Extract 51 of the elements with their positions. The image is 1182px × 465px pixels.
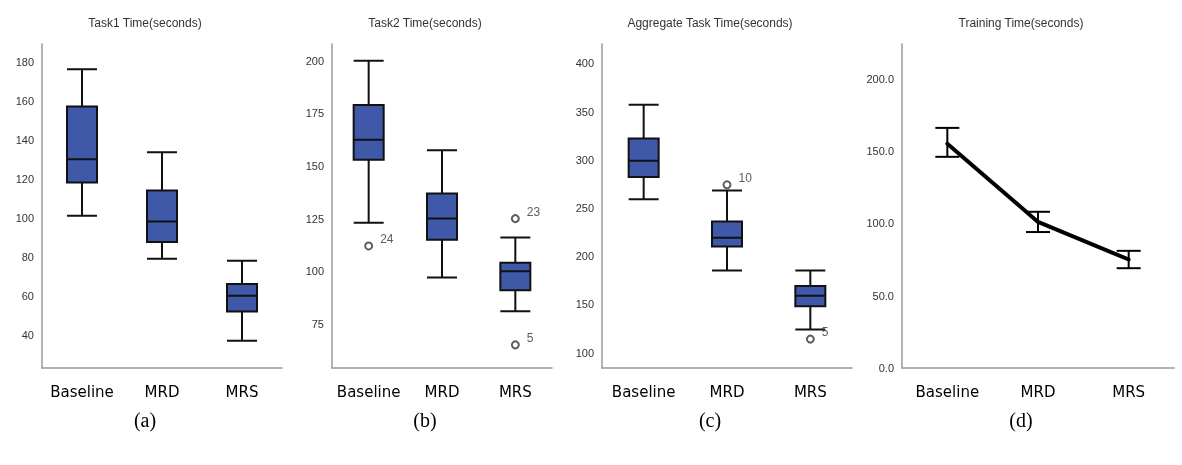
x-tick-label: MRS — [498, 382, 532, 401]
text: (d) — [1009, 409, 1033, 432]
y-tick-label: 100 — [305, 265, 324, 278]
y-tick-label: 350 — [575, 105, 594, 118]
y-tick-label: 400 — [575, 57, 594, 70]
y-tick-label: 200 — [575, 250, 594, 263]
y-tick-label: 100 — [575, 346, 594, 359]
text: (c) — [698, 409, 722, 432]
y-tick-label: 75 — [311, 317, 324, 330]
y-tick-label: 200 — [305, 54, 324, 67]
x-tick-label: Baseline — [915, 382, 980, 401]
y-tick-label: 80 — [21, 250, 34, 263]
y-tick-label: 300 — [575, 153, 594, 166]
x-tick-label: MRD — [1020, 382, 1056, 401]
y-tick-label: 150.0 — [866, 145, 894, 158]
y-tick-label: 100.0 — [866, 217, 894, 230]
y-tick-label: 120 — [15, 172, 34, 185]
text: (b) — [413, 409, 437, 432]
y-tick-label: 250 — [575, 201, 594, 214]
y-tick-label: 160 — [15, 94, 34, 107]
annotation: 10 — [738, 170, 753, 185]
y-tick-label: 60 — [21, 289, 34, 302]
x-tick-label: MRS — [1112, 382, 1146, 401]
x-tick-label: MRD — [424, 382, 460, 401]
y-tick-label: 100 — [15, 211, 34, 224]
y-tick-label: 125 — [305, 212, 324, 225]
y-tick-label: 140 — [15, 133, 34, 146]
annotation: 24 — [380, 231, 394, 246]
y-tick-label: 40 — [21, 328, 34, 341]
y-tick-label: 150 — [305, 160, 324, 173]
annotation: 5 — [526, 330, 534, 345]
x-tick-label: MRD — [709, 382, 745, 401]
x-tick-label: MRS — [225, 382, 259, 401]
y-tick-label: 200.0 — [866, 72, 894, 85]
chart-title: Task1 Time(seconds) — [88, 16, 202, 30]
chart-title: Training Time(seconds) — [958, 16, 1084, 30]
y-tick-label: 150 — [575, 298, 594, 311]
x-tick-label: MRD — [144, 382, 180, 401]
text: (a) — [133, 409, 157, 432]
annotation: 5 — [821, 325, 829, 340]
x-tick-label: Baseline — [336, 382, 401, 401]
y-tick-label: 175 — [305, 107, 324, 120]
x-tick-label: Baseline — [50, 382, 114, 401]
x-tick-label: MRS — [793, 382, 827, 401]
y-tick-label: 0.0 — [878, 362, 894, 374]
x-tick-label: Baseline — [611, 382, 676, 401]
y-tick-label: 50.0 — [872, 289, 894, 302]
annotation: 23 — [526, 204, 541, 219]
chart-title: Task2 Time(seconds) — [368, 16, 482, 30]
chart-title: Aggregate Task Time(seconds) — [627, 16, 793, 30]
y-tick-label: 180 — [15, 55, 34, 68]
